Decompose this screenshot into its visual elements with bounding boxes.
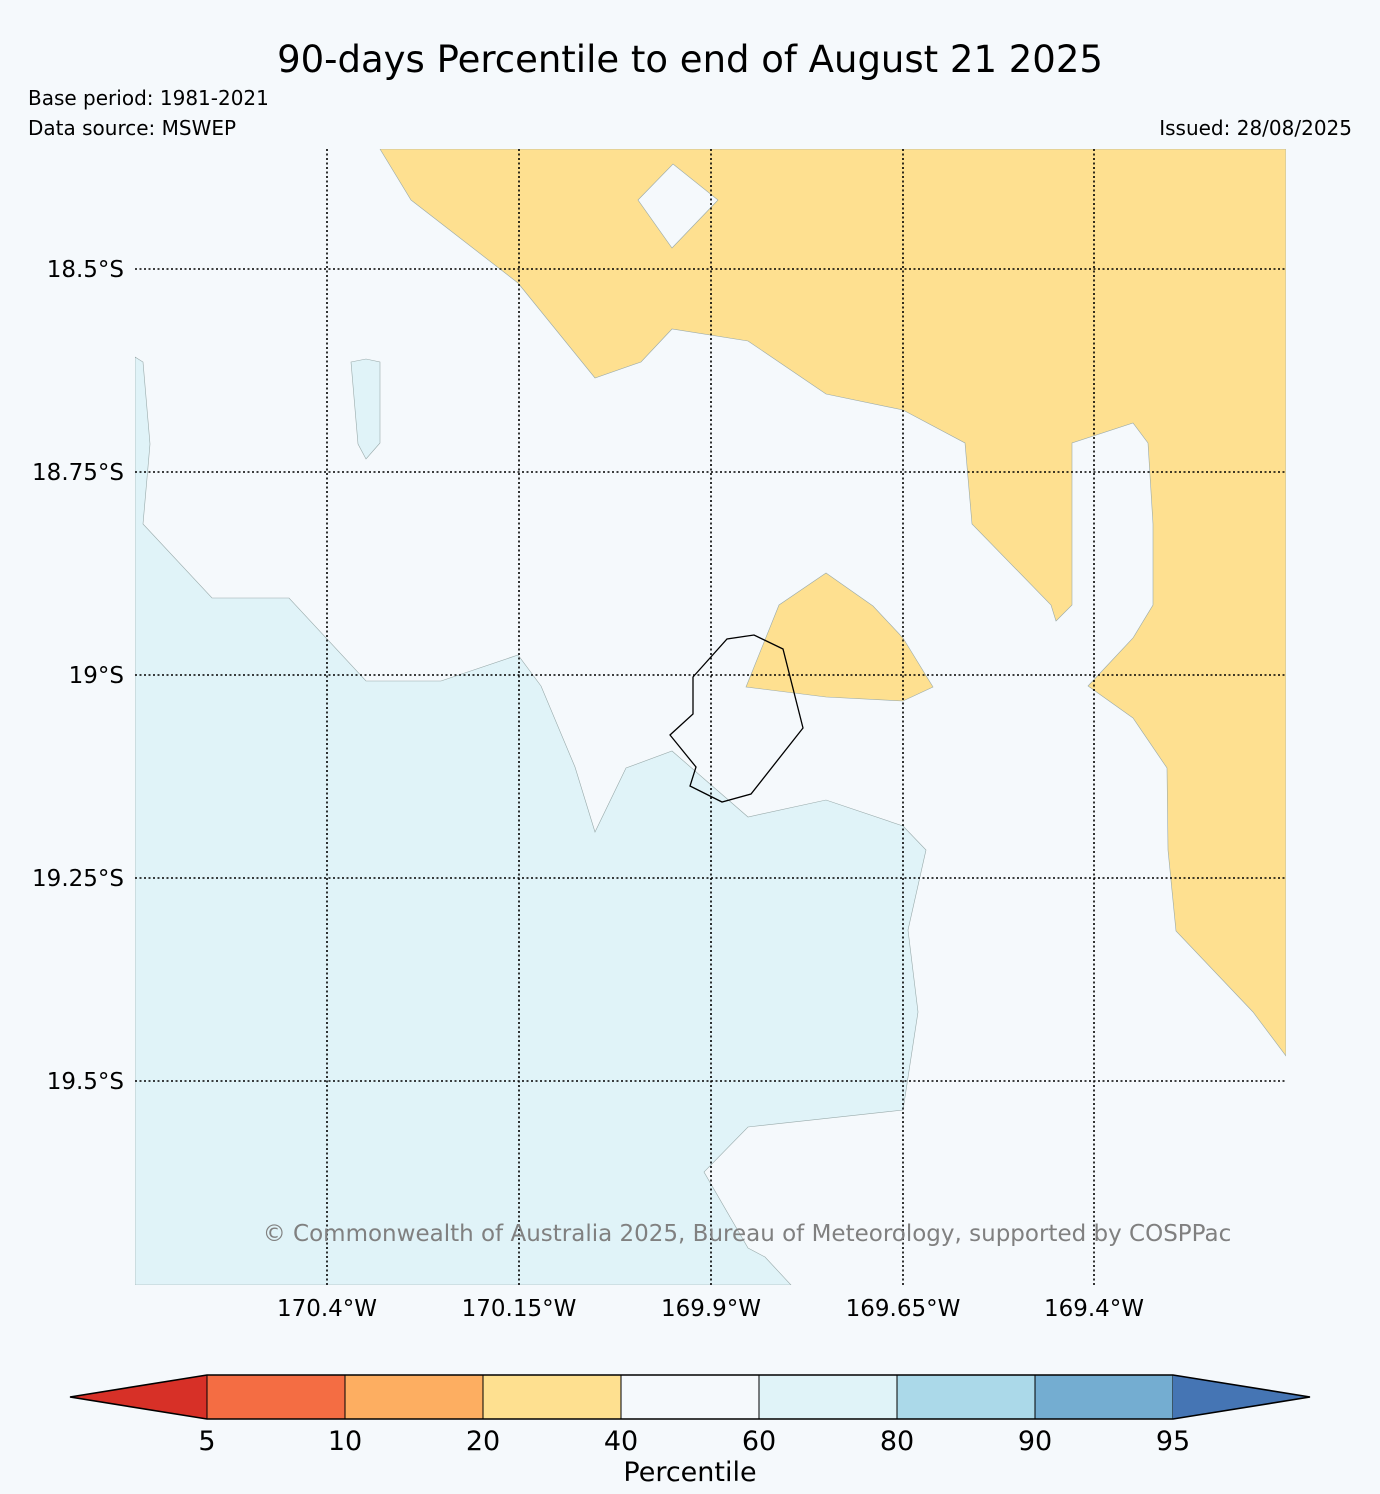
colorbar-outline <box>69 1374 1311 1420</box>
copyright-text: © Commonwealth of Australia 2025, Bureau… <box>263 1221 1232 1247</box>
colorbar-extend-low <box>70 1375 207 1419</box>
colorbar-tick-label: 5 <box>198 1426 215 1457</box>
colorbar-segment <box>344 1374 484 1420</box>
issued-date: Issued: 28/08/2025 <box>1159 116 1352 140</box>
percentile-60-80-region-southwest <box>135 356 927 1285</box>
colorbar-segment <box>620 1374 760 1420</box>
colorbar-segment <box>758 1374 898 1420</box>
colorbar-extend-high <box>1173 1375 1310 1419</box>
percentile-40-60-hole <box>637 163 719 249</box>
percentile-60-80-patch-small <box>350 358 381 460</box>
colorbar-tick-label: 10 <box>328 1426 362 1457</box>
lon-label-169-9: 169.9°W <box>661 1296 761 1322</box>
colorbar-segment <box>896 1374 1036 1420</box>
lat-label-19-25: 19.25°S <box>32 866 124 892</box>
lon-label-169-4: 169.4°W <box>1044 1296 1144 1322</box>
graticule <box>135 149 1286 1285</box>
percentile-20-40-patch-central <box>745 572 934 702</box>
base-period: Base period: 1981-2021 <box>28 86 269 110</box>
colorbar-tick-label: 20 <box>466 1426 500 1457</box>
colorbar-tick-label: 80 <box>880 1426 914 1457</box>
colorbar-tick-label: 60 <box>742 1426 776 1457</box>
map-title: 90-days Percentile to end of August 21 2… <box>277 38 1103 81</box>
colorbar-title: Percentile <box>623 1457 756 1488</box>
colorbar: 5 10 20 40 60 80 90 95 <box>69 1374 1311 1457</box>
lon-label-170-15: 170.15°W <box>462 1296 577 1322</box>
lat-label-19-5: 19.5°S <box>47 1069 124 1095</box>
colorbar-segment <box>482 1374 622 1420</box>
colorbar-segment <box>1034 1374 1174 1420</box>
colorbar-tick-label: 40 <box>604 1426 638 1457</box>
lat-label-18-75: 18.75°S <box>32 460 124 486</box>
map-plot-area: © Commonwealth of Australia 2025, Bureau… <box>135 149 1286 1285</box>
lat-label-19: 19°S <box>69 663 124 689</box>
percentile-20-40-region-northeast <box>379 149 1286 1057</box>
lon-label-169-65: 169.65°W <box>846 1296 961 1322</box>
island-coastline <box>669 634 804 803</box>
colorbar-segment <box>206 1374 346 1420</box>
colorbar-tick-label: 95 <box>1156 1426 1190 1457</box>
lat-label-18-5: 18.5°S <box>47 257 124 283</box>
lon-label-170-4: 170.4°W <box>277 1296 377 1322</box>
data-source: Data source: MSWEP <box>28 116 237 140</box>
colorbar-tick-label: 90 <box>1018 1426 1052 1457</box>
